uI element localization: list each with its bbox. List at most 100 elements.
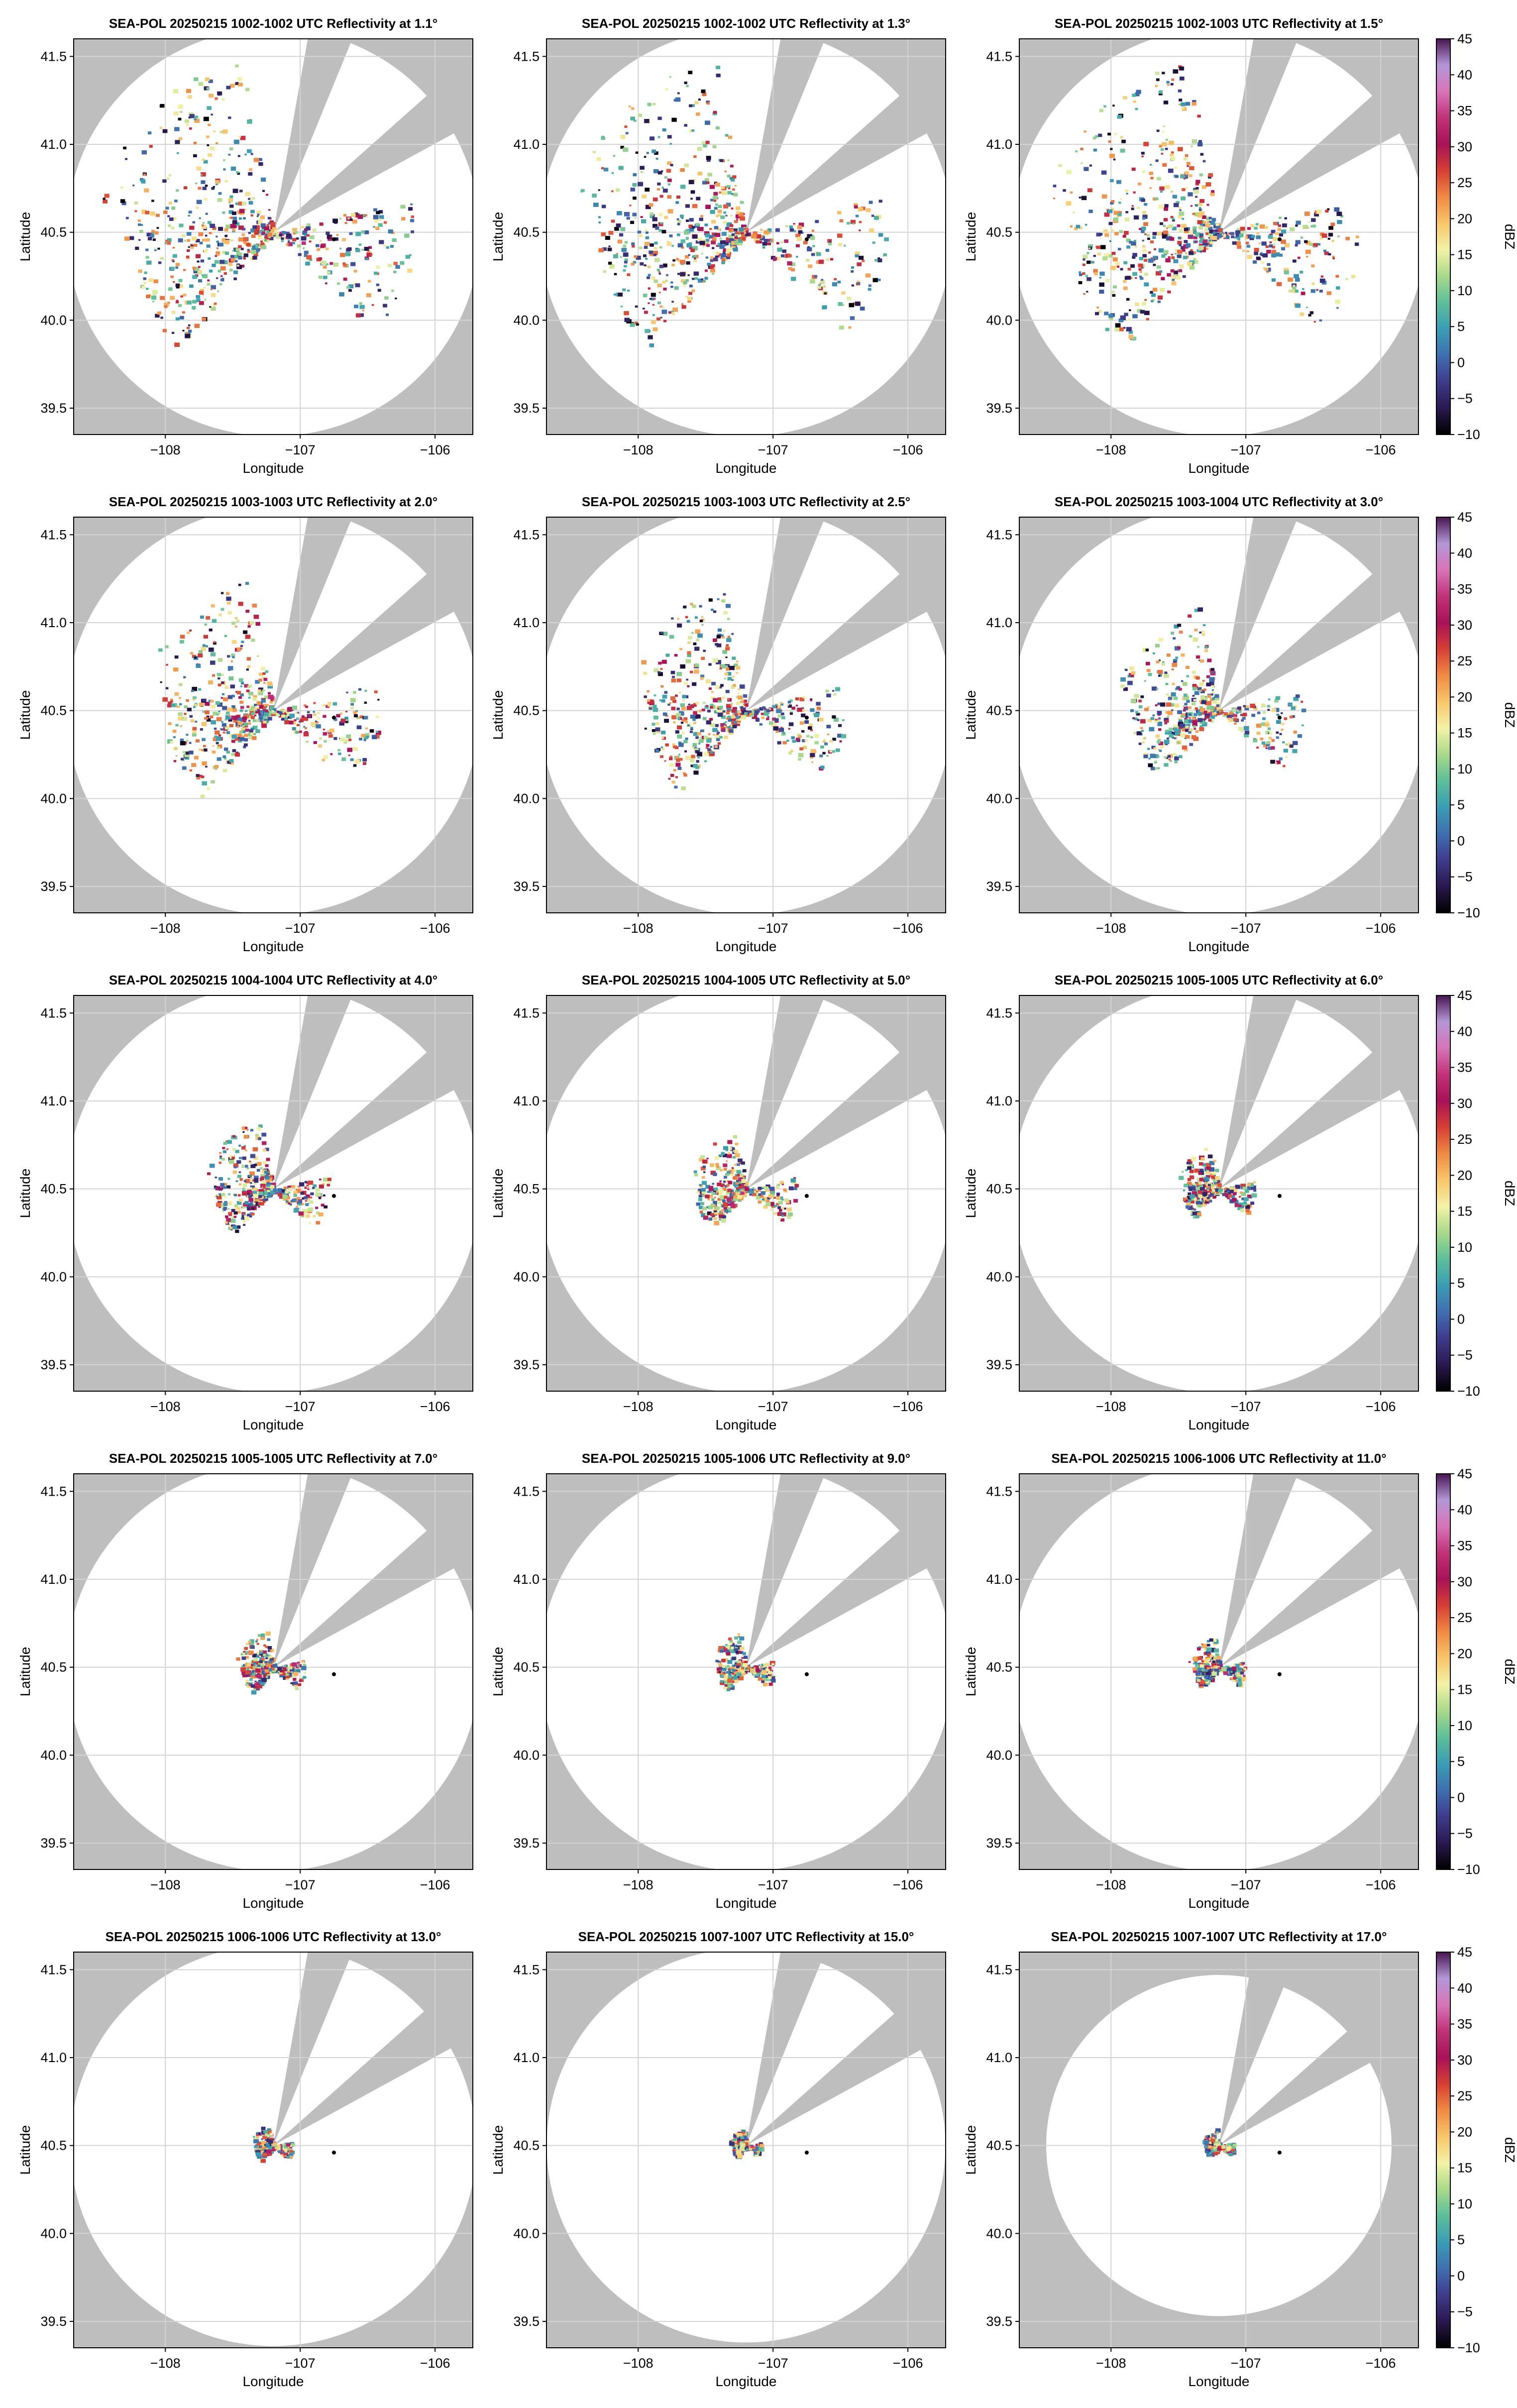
- echo-cell: [723, 1163, 728, 1167]
- echo-cell: [1163, 250, 1169, 254]
- echo-cell: [647, 265, 651, 268]
- echo-cell: [1206, 701, 1212, 706]
- echo-cell: [1134, 302, 1140, 306]
- echo-cell: [684, 255, 689, 259]
- echo-cell: [640, 166, 645, 170]
- echo-cell: [724, 725, 726, 727]
- echo-cell: [717, 628, 722, 632]
- echo-cell: [227, 695, 233, 699]
- echo-cell: [1320, 237, 1323, 240]
- echo-cell: [614, 273, 617, 275]
- echo-cell: [179, 683, 183, 686]
- echo-cell: [254, 1202, 260, 1206]
- y-tick-label: 40.0: [986, 791, 1012, 806]
- echo-cell: [1340, 215, 1343, 218]
- echo-cell: [700, 1155, 705, 1159]
- echo-cell: [1104, 233, 1109, 237]
- echo-cell: [767, 716, 769, 718]
- echo-cell: [689, 218, 694, 222]
- echo-cell: [699, 218, 703, 221]
- echo-cell: [1192, 722, 1197, 726]
- echo-cell: [220, 275, 223, 277]
- echo-cell: [313, 702, 316, 704]
- echo-cell: [710, 268, 716, 273]
- echo-cell: [224, 228, 228, 231]
- echo-cell: [698, 1198, 702, 1202]
- echo-cell: [366, 252, 372, 257]
- echo-cell: [657, 301, 661, 305]
- echo-cell: [306, 1185, 309, 1187]
- echo-cell: [745, 232, 750, 236]
- echo-cell: [250, 228, 255, 232]
- echo-cell: [218, 710, 220, 713]
- echo-cell: [296, 717, 299, 720]
- echo-cell: [798, 222, 804, 227]
- echo-cell: [644, 241, 650, 246]
- echo-cell: [242, 1126, 247, 1130]
- echo-cell: [1281, 229, 1287, 234]
- echo-cell: [706, 744, 710, 747]
- echo-cell: [735, 214, 741, 219]
- echo-cell: [194, 704, 198, 707]
- echo-cell: [326, 234, 332, 239]
- echo-cell: [252, 1191, 257, 1195]
- echo-cell: [350, 758, 354, 762]
- echo-cell: [329, 728, 334, 733]
- echo-cell: [648, 274, 651, 276]
- echo-cell: [711, 219, 716, 224]
- echo-cell: [192, 730, 197, 734]
- echo-cell: [788, 728, 790, 730]
- echo-cell: [1276, 720, 1281, 724]
- echo-cell: [702, 717, 707, 720]
- echo-cell: [1231, 235, 1234, 238]
- echo-cell: [675, 97, 681, 102]
- echo-cell: [239, 1178, 243, 1181]
- echo-cell: [711, 273, 715, 275]
- echo-cell: [260, 1174, 266, 1178]
- echo-cell: [183, 760, 185, 762]
- echo-cell: [731, 1147, 735, 1150]
- echo-cell: [819, 283, 822, 285]
- echo-cell: [714, 1209, 717, 1212]
- echo-cell: [213, 130, 216, 132]
- echo-cell: [620, 135, 626, 139]
- echo-cell: [249, 708, 254, 713]
- echo-cell: [692, 278, 695, 280]
- echo-cell: [1138, 705, 1143, 709]
- echo-cell: [339, 721, 344, 726]
- echo-cell: [209, 306, 212, 308]
- echo-cell: [768, 228, 771, 231]
- echo-cell: [1253, 707, 1258, 711]
- echo-cell: [718, 1193, 723, 1197]
- echo-cell: [242, 1204, 247, 1208]
- echo-cell: [1266, 741, 1271, 745]
- echo-cell: [267, 1190, 270, 1193]
- echo-cell: [210, 652, 216, 657]
- echo-cell: [667, 703, 670, 706]
- echo-cell: [632, 183, 637, 187]
- echo-cell: [1156, 129, 1160, 132]
- echo-cell: [1168, 731, 1173, 735]
- echo-cell: [731, 1167, 734, 1169]
- echo-cell: [705, 1185, 710, 1189]
- echo-cell: [1158, 767, 1160, 769]
- echo-cell: [716, 1166, 721, 1171]
- echo-cell: [283, 714, 288, 718]
- echo-cell: [878, 200, 882, 203]
- echo-cell: [400, 205, 405, 209]
- echo-cell: [705, 205, 711, 209]
- echo-cell: [702, 1165, 706, 1168]
- echo-cell: [823, 740, 826, 743]
- echo-cell: [253, 1194, 259, 1199]
- echo-cell: [711, 682, 716, 686]
- echo-cell: [696, 112, 700, 116]
- echo-cell: [657, 283, 662, 288]
- echo-cell: [672, 699, 677, 703]
- echo-cell: [779, 1181, 784, 1185]
- echo-cell: [1134, 245, 1137, 248]
- echo-cell: [734, 1163, 737, 1166]
- echo-cell: [1309, 311, 1314, 315]
- echo-cell: [824, 292, 827, 295]
- echo-cell: [410, 219, 415, 222]
- echo-cell: [248, 691, 253, 696]
